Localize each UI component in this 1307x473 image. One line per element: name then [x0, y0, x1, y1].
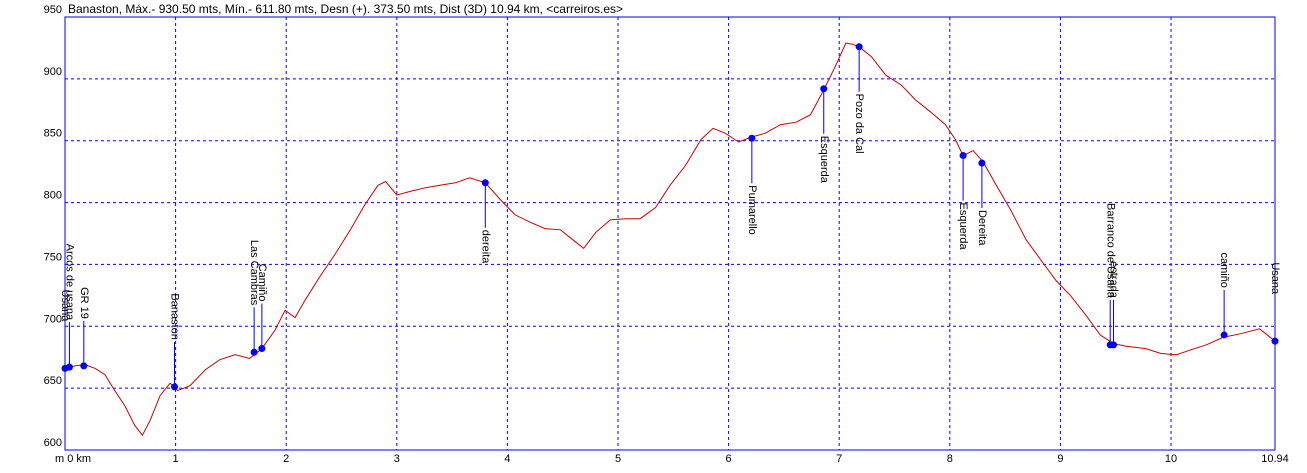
x-tick-label: m 0 km — [55, 453, 91, 465]
waypoint — [258, 345, 266, 353]
profile-line — [64, 42, 1276, 437]
x-tick-label: 9 — [1057, 453, 1063, 465]
waypoint-label: dereita — [479, 230, 491, 265]
x-tick-label: 1 — [173, 453, 179, 465]
x-tick-label: 4 — [504, 453, 510, 465]
y-tick-label: 750 — [44, 251, 62, 263]
waypoint — [748, 134, 756, 142]
x-tick-label: 10 — [1165, 453, 1177, 465]
x-tick-label: 8 — [947, 453, 953, 465]
y-tick-label: 800 — [44, 190, 62, 202]
waypoint — [820, 85, 828, 93]
waypoint-label: camiño — [1218, 252, 1230, 287]
waypoint-label: Las Cambras — [248, 240, 260, 306]
waypoint — [1110, 341, 1118, 349]
waypoint — [65, 363, 73, 371]
y-tick-label: 900 — [44, 66, 62, 78]
waypoint-label: Esquerda — [818, 136, 830, 184]
waypoint-label: Camiño — [256, 264, 268, 302]
y-tick-label: 650 — [44, 375, 62, 387]
plot-frame — [64, 16, 1276, 451]
y-tick-label: 600 — [44, 437, 62, 449]
waypoint — [855, 43, 863, 51]
y-tick-label: 850 — [44, 128, 62, 140]
x-tick-label: 10.94 — [1261, 453, 1289, 465]
waypoint — [481, 179, 489, 187]
x-tick-label: 2 — [283, 453, 289, 465]
x-tick-label: 3 — [394, 453, 400, 465]
waypoint-label: Dereita — [976, 210, 988, 246]
waypoint — [80, 362, 88, 370]
waypoint-label: GR 19 — [78, 287, 90, 319]
waypoint — [1220, 331, 1228, 339]
waypoint — [250, 348, 258, 356]
waypoint-label: Banaston — [169, 293, 181, 339]
waypoint-label: Usana — [1269, 262, 1281, 295]
waypoint-label: Pozo da Cal — [853, 94, 865, 154]
waypoint-label: Pumarello — [746, 185, 758, 235]
waypoint-label: Usana — [59, 290, 71, 323]
x-tick-label: 5 — [615, 453, 621, 465]
x-tick-label: 6 — [726, 453, 732, 465]
x-tick-label: 7 — [836, 453, 842, 465]
waypoint — [1271, 337, 1279, 345]
y-tick-label: 700 — [44, 313, 62, 325]
chart-title: Banaston, Máx.- 930.50 mts, Mín.- 611.80… — [68, 2, 623, 16]
waypoint — [978, 159, 986, 167]
waypoint — [170, 383, 178, 391]
waypoint-label: estrada — [1108, 261, 1120, 299]
waypoint-label: Barranco de Usana — [1104, 203, 1116, 299]
y-tick-label: 950 — [44, 4, 62, 16]
waypoint-label: Arcos de usana — [64, 244, 76, 321]
waypoint-label: Esquerda — [957, 203, 969, 251]
waypoint — [959, 152, 967, 160]
